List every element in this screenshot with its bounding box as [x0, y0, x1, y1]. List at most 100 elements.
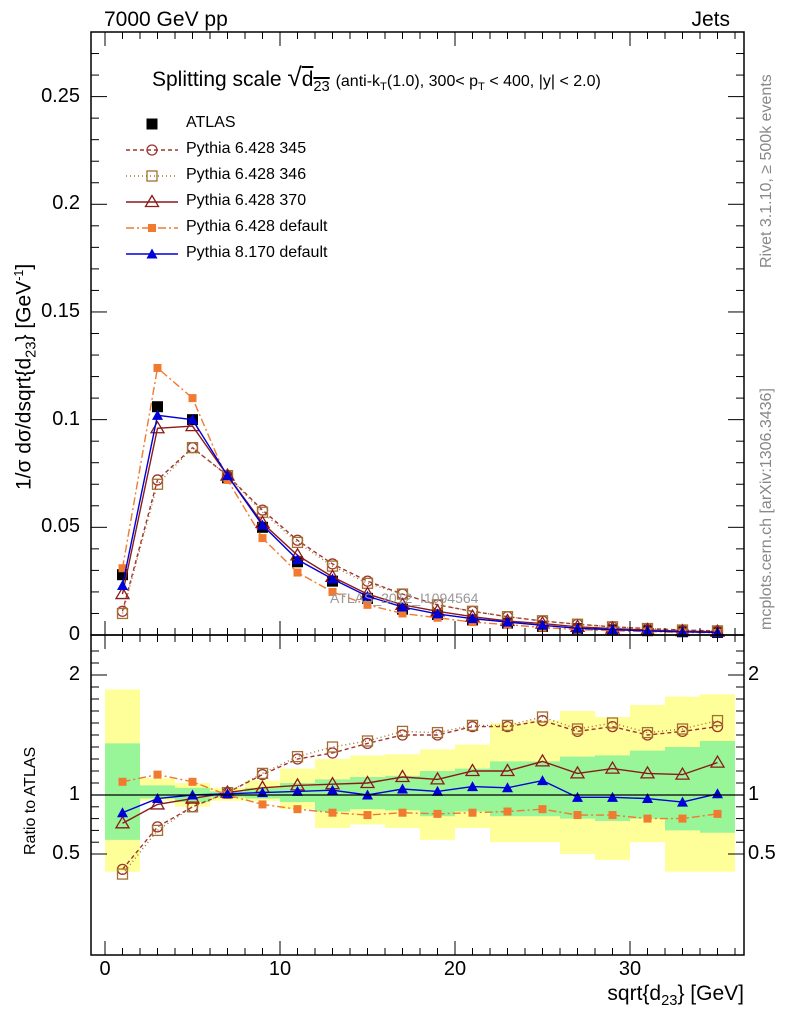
data-point [149, 796, 166, 810]
data-point [186, 801, 199, 813]
data-point [676, 723, 689, 735]
data-point [502, 782, 513, 793]
data-point [571, 723, 584, 735]
data-point [116, 607, 129, 620]
data-point [359, 775, 376, 789]
ratio-series-line [121, 716, 718, 875]
data-point [501, 719, 514, 732]
legend-entry-label: Pythia 6.428 370 [186, 192, 307, 209]
legend-markers [126, 118, 178, 259]
y-tick-label: 0.15 [41, 299, 80, 322]
data-point [678, 814, 687, 823]
y-tick-label: 0.25 [41, 84, 80, 107]
data-point [117, 569, 128, 581]
y-tick-label: 0 [68, 623, 80, 645]
data-point [327, 784, 338, 795]
y-axis-label: 1/σ dσ/dsqrt{d23} [GeV-1] [12, 263, 40, 490]
header-process: Jets [691, 8, 730, 31]
data-point [153, 770, 162, 779]
x-tick-label: 0 [99, 958, 111, 980]
data-point [146, 144, 158, 156]
data-point [608, 811, 617, 820]
data-point [572, 791, 583, 802]
data-point [432, 608, 443, 619]
data-point [569, 765, 586, 779]
data-point [151, 824, 164, 837]
ratio-y-tick-label: 0.5 [52, 842, 80, 864]
data-point [468, 808, 477, 817]
data-point [536, 711, 549, 723]
data-point [641, 726, 654, 739]
data-point [222, 470, 233, 481]
data-point [153, 363, 162, 372]
ratio-y-tick-label: 1 [68, 783, 80, 805]
data-point [117, 807, 128, 818]
data-point [256, 504, 269, 516]
mcplots-label: mcplots.cern.ch [arXiv:1306.3436] [758, 388, 775, 630]
data-point [116, 868, 129, 880]
y-tick-label: 0.2 [52, 192, 80, 215]
data-point [152, 793, 163, 804]
data-point [712, 788, 723, 799]
data-point [711, 714, 724, 727]
data-point [677, 796, 688, 807]
data-point [328, 808, 337, 817]
data-point [397, 601, 408, 612]
ratio-series-line [122, 779, 718, 814]
data-point [503, 807, 512, 816]
data-point [502, 616, 513, 627]
data-point [396, 725, 409, 738]
data-point [152, 401, 163, 413]
data-point [467, 613, 478, 624]
ratio-y-tick-label: 2 [68, 663, 80, 685]
ratio-y-tick-label: 0.5 [748, 842, 776, 864]
data-point [363, 811, 372, 820]
data-point [257, 519, 268, 530]
legend-entry-label: Pythia 6.428 345 [186, 140, 307, 157]
data-point [258, 800, 267, 809]
data-point [328, 587, 337, 596]
data-point [431, 726, 444, 739]
data-point [398, 808, 407, 817]
data-point [538, 805, 547, 814]
data-point [114, 586, 131, 600]
data-point [432, 785, 443, 796]
data-point [607, 791, 618, 802]
data-point [256, 767, 269, 780]
data-point [144, 194, 160, 208]
data-point [674, 766, 691, 780]
data-point [397, 783, 408, 794]
data-point [118, 777, 127, 786]
data-point [152, 409, 163, 420]
data-point [258, 534, 267, 543]
ratio-series-line [122, 773, 718, 820]
data-point [464, 763, 481, 777]
data-point [361, 575, 374, 587]
data-point [293, 805, 302, 814]
green-band-bin [630, 750, 665, 819]
data-point [222, 788, 233, 799]
data-point [114, 815, 131, 829]
data-point [606, 717, 619, 729]
chart-title: Splitting scale √d23 (anti-kT(1.0), 300<… [152, 62, 601, 96]
data-point [537, 619, 548, 630]
data-point [433, 809, 442, 818]
legend-entry-label: Pythia 6.428 346 [186, 166, 307, 183]
data-point [187, 414, 198, 425]
data-point [292, 554, 303, 565]
header-energy: 7000 GeV pp [104, 8, 228, 31]
green-band-bin [595, 755, 630, 821]
data-point [188, 777, 197, 786]
data-point [573, 811, 582, 820]
data-point [146, 248, 158, 259]
green-band-bin [105, 743, 140, 840]
data-point [466, 719, 479, 732]
ratio-uncertainty-bands [105, 689, 735, 872]
data-point [291, 750, 304, 763]
data-point [467, 781, 478, 792]
data-point [709, 754, 726, 768]
green-band-bin [700, 741, 735, 833]
main-series-group [114, 363, 726, 638]
ratio-y-tick-label: 1 [748, 783, 760, 805]
